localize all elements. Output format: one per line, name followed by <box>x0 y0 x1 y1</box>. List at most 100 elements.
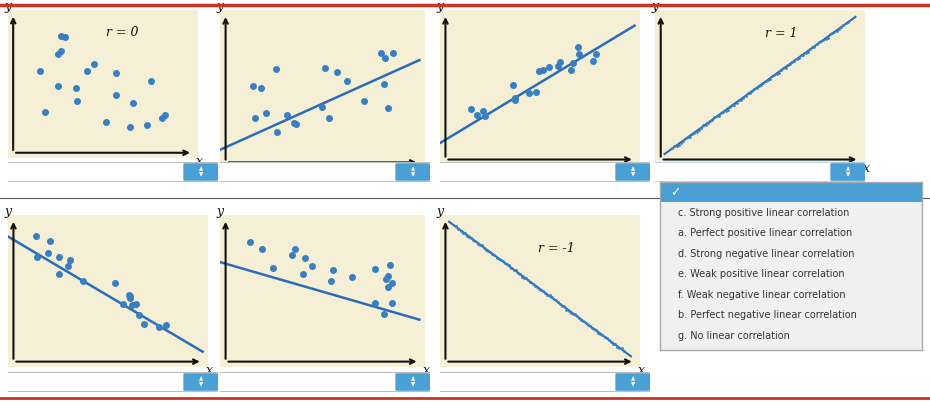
Point <box>137 320 152 327</box>
Point <box>723 103 737 110</box>
Point <box>769 71 784 77</box>
Point <box>498 260 512 266</box>
Point <box>711 112 726 119</box>
Point <box>673 139 688 146</box>
Text: f. Weak negative linear correlation: f. Weak negative linear correlation <box>678 290 846 300</box>
Point <box>809 41 824 47</box>
Point <box>580 321 595 328</box>
Point <box>322 115 337 121</box>
Point <box>296 271 311 278</box>
Point <box>612 344 627 351</box>
Point <box>517 275 532 281</box>
FancyBboxPatch shape <box>395 163 430 181</box>
Point <box>756 79 771 86</box>
Point <box>595 332 610 338</box>
Point <box>489 254 504 261</box>
Point <box>564 309 578 316</box>
Point <box>285 252 299 258</box>
Point <box>356 97 371 104</box>
Point <box>367 266 382 272</box>
Point <box>776 65 790 72</box>
Point <box>710 112 724 119</box>
Text: y: y <box>217 0 223 13</box>
Text: ▲: ▲ <box>199 166 203 171</box>
FancyBboxPatch shape <box>2 373 224 391</box>
Point <box>551 299 565 306</box>
Text: ▲: ▲ <box>199 377 203 382</box>
Point <box>700 120 715 126</box>
Bar <box>660 182 922 202</box>
Point <box>734 97 749 103</box>
Point <box>474 242 489 249</box>
Point <box>287 119 302 126</box>
FancyBboxPatch shape <box>433 162 657 182</box>
Point <box>565 311 580 317</box>
Point <box>552 58 567 65</box>
Text: ▼: ▼ <box>199 382 203 387</box>
Text: x: x <box>423 164 431 178</box>
Point <box>696 122 711 128</box>
Point <box>838 20 853 26</box>
Point <box>836 21 851 28</box>
Point <box>599 334 614 341</box>
Text: e. Weak positive linear correlation: e. Weak positive linear correlation <box>678 269 845 279</box>
Point <box>131 312 146 319</box>
Point <box>99 119 113 125</box>
Point <box>729 99 744 106</box>
Point <box>62 257 77 263</box>
Point <box>60 263 75 270</box>
Text: y: y <box>436 0 444 13</box>
Point <box>578 319 593 326</box>
Point <box>380 284 395 290</box>
Text: ▼: ▼ <box>845 173 850 178</box>
Text: y: y <box>5 204 11 218</box>
Point <box>528 89 543 95</box>
Point <box>602 336 617 343</box>
FancyBboxPatch shape <box>214 373 436 391</box>
Point <box>614 345 629 352</box>
Point <box>43 238 58 244</box>
Point <box>470 240 485 247</box>
Point <box>833 23 848 30</box>
Point <box>582 323 597 329</box>
Point <box>458 230 472 236</box>
Point <box>589 327 604 333</box>
Point <box>154 115 169 121</box>
FancyBboxPatch shape <box>183 163 218 181</box>
Point <box>796 52 811 58</box>
Point <box>552 301 567 308</box>
Point <box>50 50 65 57</box>
Point <box>529 284 544 291</box>
Point <box>610 344 625 351</box>
Point <box>546 296 561 302</box>
Point <box>559 306 574 313</box>
Point <box>544 294 559 300</box>
Text: a. Perfect positive linear correlation: a. Perfect positive linear correlation <box>678 228 853 238</box>
Point <box>123 124 138 130</box>
Point <box>54 48 69 55</box>
Point <box>793 52 808 58</box>
Point <box>774 67 789 73</box>
Point <box>54 32 69 39</box>
Point <box>326 267 340 273</box>
Point <box>713 110 728 117</box>
Point <box>143 77 158 84</box>
Point <box>825 29 840 36</box>
Point <box>479 247 494 253</box>
Point <box>816 36 830 43</box>
Point <box>536 67 551 73</box>
Text: g. No linear correlation: g. No linear correlation <box>678 330 790 341</box>
Point <box>814 38 829 45</box>
Point <box>506 267 521 273</box>
Point <box>564 67 578 73</box>
Point <box>812 39 827 46</box>
Point <box>496 258 511 265</box>
Point <box>511 270 525 276</box>
Point <box>29 254 44 260</box>
Point <box>453 227 468 234</box>
Text: ▼: ▼ <box>631 173 635 178</box>
Point <box>782 61 797 68</box>
Point <box>727 101 742 108</box>
Point <box>758 78 773 84</box>
Point <box>747 85 762 92</box>
